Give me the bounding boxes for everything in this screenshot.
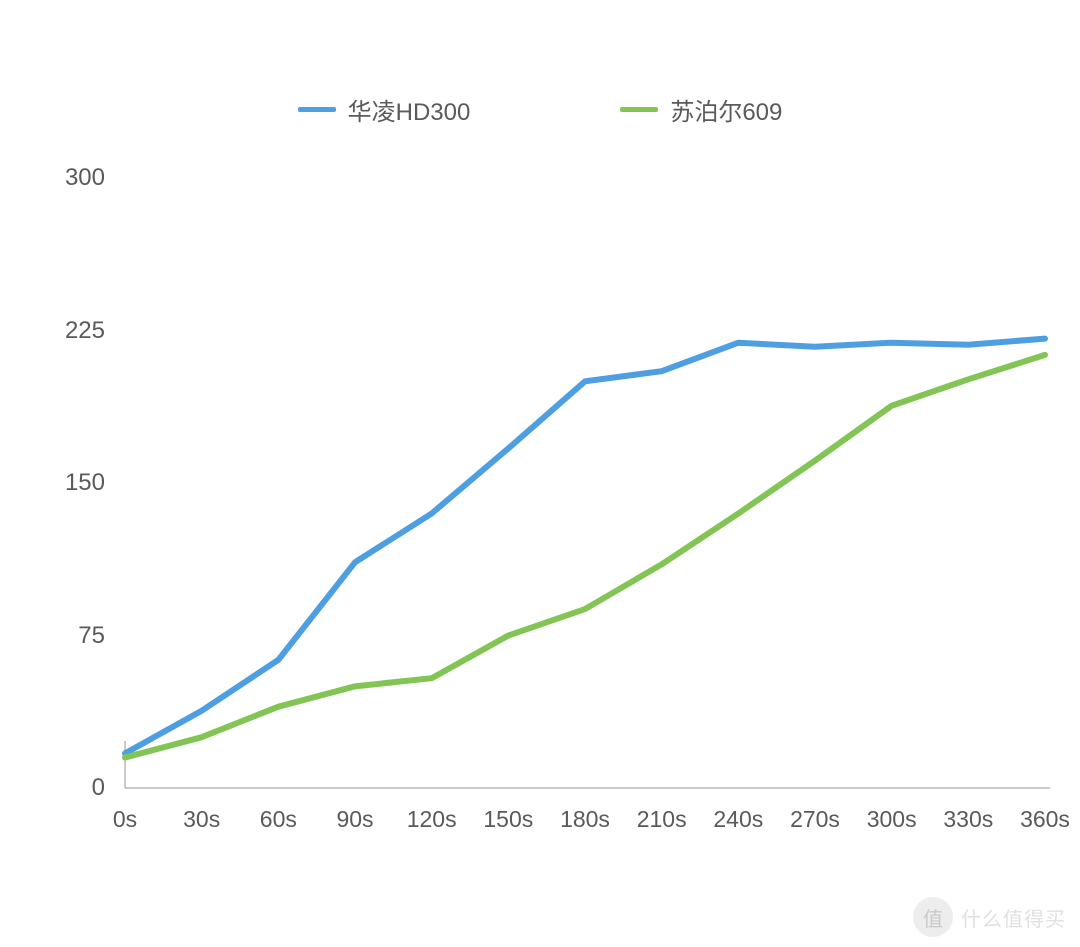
x-tick-label: 0s [113, 806, 137, 833]
watermark-badge-text: 值 [923, 903, 943, 932]
x-tick-label: 210s [637, 806, 687, 833]
chart-container: 华凌HD300苏泊尔609 075150225300 0s30s60s90s12… [0, 0, 1080, 947]
x-tick-label: 150s [483, 806, 533, 833]
watermark: 值 什么值得买 [913, 897, 1066, 937]
x-tick-label: 180s [560, 806, 610, 833]
x-tick-label: 90s [336, 806, 373, 833]
plot-svg [0, 0, 1080, 947]
watermark-badge: 值 [913, 897, 953, 937]
x-tick-label: 30s [183, 806, 220, 833]
series-line [125, 355, 1045, 758]
x-tick-label: 60s [260, 806, 297, 833]
x-tick-label: 270s [790, 806, 840, 833]
x-tick-label: 120s [407, 806, 457, 833]
x-tick-label: 300s [867, 806, 917, 833]
x-tick-label: 240s [713, 806, 763, 833]
x-tick-label: 360s [1020, 806, 1070, 833]
x-tick-label: 330s [943, 806, 993, 833]
watermark-text: 什么值得买 [961, 903, 1066, 932]
